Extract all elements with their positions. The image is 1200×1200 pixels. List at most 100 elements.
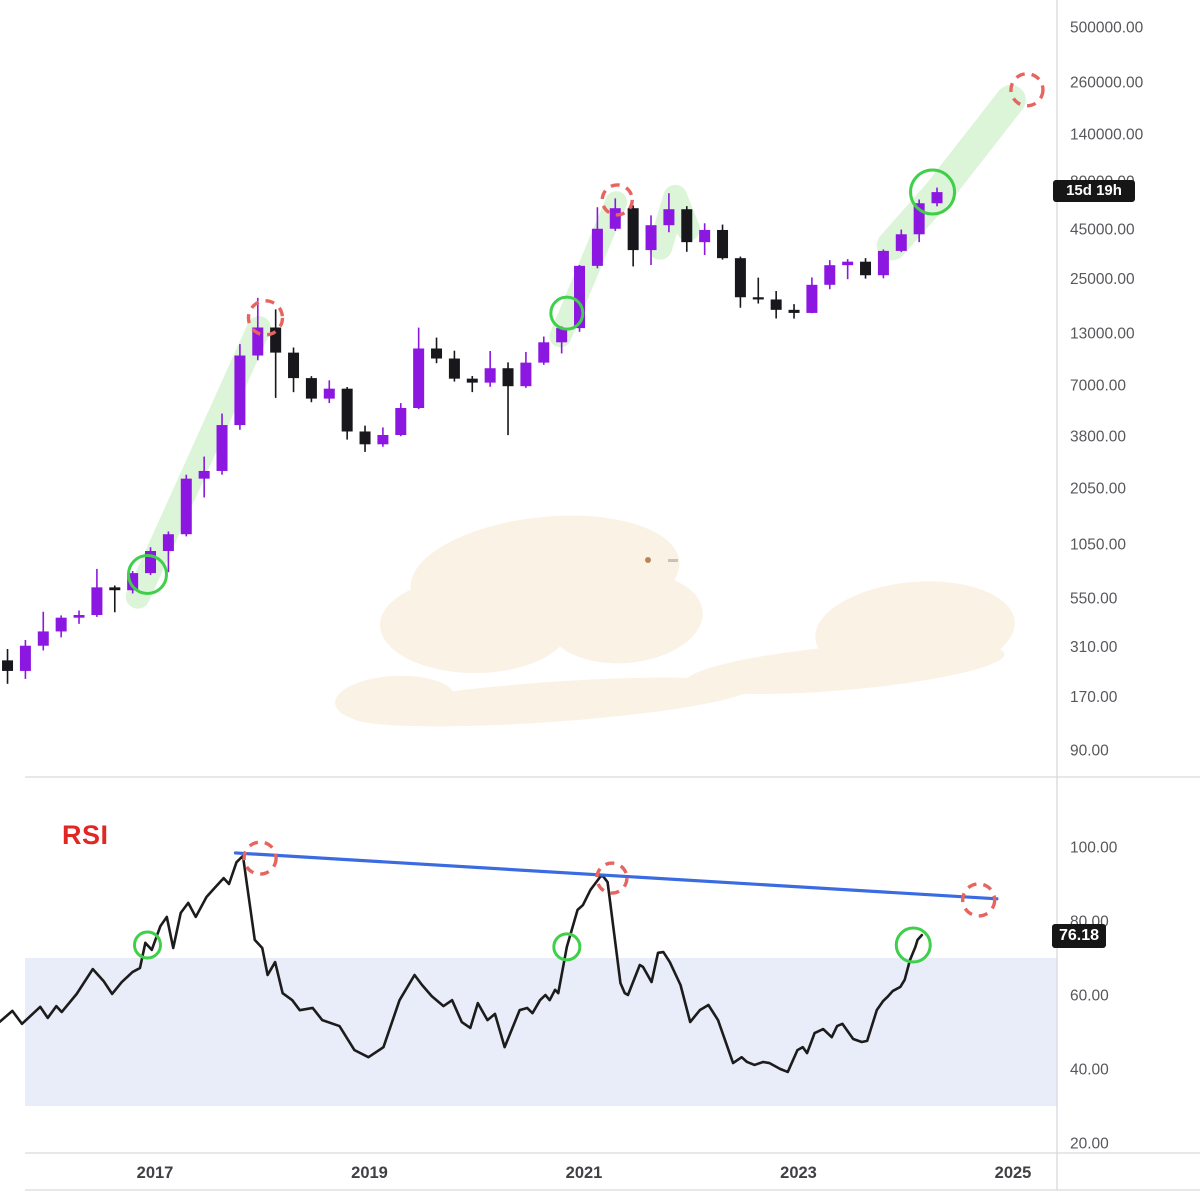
rsi-band (25, 958, 1057, 1106)
time-axis-tick: 2021 (566, 1164, 603, 1182)
green-trail[interactable] (549, 191, 628, 348)
rsi-axis-tick: 60.00 (1070, 988, 1109, 1005)
candle-body (574, 265, 586, 329)
candle-body (520, 362, 532, 387)
watermark-dash (668, 559, 678, 562)
time-axis-labels[interactable]: 2017 2019 2021 2023 2025 (137, 1164, 1032, 1182)
green-circle-annotation[interactable] (909, 168, 957, 216)
price-axis-tick: 310.00 (1070, 639, 1118, 656)
watermark-blob (350, 677, 750, 727)
time-axis-tick: 2019 (351, 1164, 388, 1182)
candle-body (734, 258, 746, 298)
green-circle-annotation[interactable] (126, 553, 168, 595)
rsi-band-layer (25, 958, 1057, 1106)
price-axis-tick: 550.00 (1070, 591, 1118, 608)
time-axis-tick: 2017 (137, 1164, 174, 1182)
candle-body (73, 615, 85, 618)
rsi-green-circle-annotation[interactable] (552, 932, 582, 962)
rsi-trendline[interactable] (233, 851, 999, 901)
price-axis-tick: 2050.00 (1070, 480, 1126, 497)
candle-body (288, 352, 300, 379)
price-axis-tick: 45000.00 (1070, 222, 1135, 239)
candle-body (770, 299, 782, 310)
candle-body (55, 617, 67, 632)
candle-body (252, 327, 264, 356)
trendline-layer[interactable] (233, 851, 999, 901)
green-circle-annotation[interactable] (549, 295, 585, 331)
candle-body (556, 328, 568, 343)
candle-body (591, 228, 603, 266)
watermark-blob (335, 675, 455, 725)
price-axis-tick: 3800.00 (1070, 429, 1126, 446)
rsi-green-circle-annotation[interactable] (132, 930, 162, 960)
rsi-red-dashed-circle-annotation[interactable] (595, 861, 629, 895)
candle-body (19, 645, 31, 671)
candle-body (395, 407, 407, 435)
rsi-axis-tick: 100.00 (1070, 840, 1118, 857)
price-axis-tick: 140000.00 (1070, 126, 1144, 143)
candle-body (484, 368, 496, 383)
candle-body (913, 203, 925, 235)
candle-body (234, 355, 246, 426)
rsi-value-badge: 76.18 (1052, 924, 1106, 948)
price-axis-tick: 25000.00 (1070, 271, 1135, 288)
rsi-line (0, 854, 924, 1074)
rsi-green-circle-annotation[interactable] (894, 926, 932, 964)
watermark-blob (685, 642, 1005, 694)
rsi-red-dashed-circle-annotation[interactable] (960, 882, 997, 918)
watermark-blob (547, 572, 703, 664)
watermark-layer (335, 515, 1015, 727)
candle-body (448, 358, 460, 379)
red-dashed-circle-annotation[interactable] (246, 299, 285, 337)
red-dashed-circle-annotation[interactable] (600, 183, 634, 217)
annotation-circles[interactable] (126, 72, 1045, 964)
rsi-axis-tick: 40.00 (1070, 1062, 1109, 1079)
candle-body (645, 225, 657, 251)
candle-body (895, 234, 907, 251)
candle-body (609, 208, 621, 229)
candle-body (877, 250, 889, 276)
candle-body (842, 261, 854, 266)
price-axis-tick: 7000.00 (1070, 377, 1126, 394)
price-axis-tick: 170.00 (1070, 689, 1118, 706)
price-axis-tick: 13000.00 (1070, 326, 1135, 343)
candle-body (216, 425, 228, 471)
candle-body (323, 388, 335, 399)
candle-body (788, 309, 800, 313)
candle-body (860, 261, 872, 276)
candle-body (2, 660, 14, 671)
candle-body (359, 431, 371, 445)
candle-body (413, 348, 425, 408)
candle-body (717, 229, 729, 259)
candle-body (377, 434, 389, 445)
price-axis-tick: 260000.00 (1070, 75, 1144, 92)
rsi-indicator-label: RSI (62, 820, 109, 850)
price-axis-tick: 500000.00 (1070, 20, 1144, 37)
candle-body (627, 208, 639, 251)
price-axis-tick: 1050.00 (1070, 537, 1126, 554)
time-axis-tick: 2023 (780, 1164, 817, 1182)
candle-body (502, 368, 514, 387)
time-axis-tick: 2025 (995, 1164, 1032, 1182)
candle-body (538, 342, 550, 363)
candle-body (180, 478, 192, 535)
candle-body (162, 534, 174, 551)
candle-body (431, 348, 443, 359)
rsi-line-layer (0, 854, 924, 1074)
candle-body (341, 388, 353, 432)
candle-countdown-badge: 15d 19h (1053, 180, 1135, 202)
candle-body (145, 550, 157, 574)
rsi-red-dashed-circle-annotation[interactable] (242, 840, 278, 876)
price-axis-tick: 90.00 (1070, 742, 1109, 759)
candle-body (127, 573, 139, 591)
candle-body (806, 284, 818, 313)
candle-body (752, 297, 764, 300)
candle-body (699, 229, 711, 243)
price-axis-labels[interactable]: 500000.00260000.00140000.0080000.0045000… (1070, 20, 1144, 760)
green-trail[interactable] (876, 84, 1026, 261)
red-dashed-circle-annotation[interactable] (1009, 72, 1045, 108)
candle-body (931, 192, 943, 204)
